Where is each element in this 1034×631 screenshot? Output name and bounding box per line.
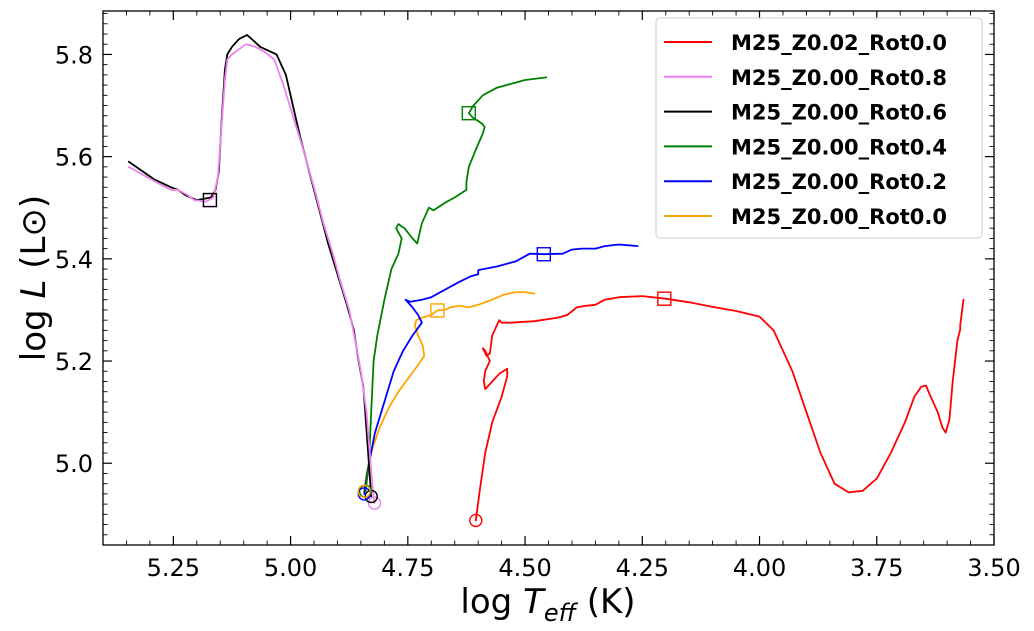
x-tick-label: 3.50 <box>967 554 1020 582</box>
legend-label-M25_Z0.02_Rot0.0: M25_Z0.02_Rot0.0 <box>731 31 947 55</box>
start-circle-marker-M25_Z0.00_Rot0.0 <box>357 484 371 499</box>
x-tick-label: 4.50 <box>498 554 551 582</box>
legend-entries: M25_Z0.02_Rot0.0 M25_Z0.00_Rot0.8 M25_Z0.0… <box>664 31 947 229</box>
x-tick-label: 4.25 <box>616 554 669 582</box>
marker-layer <box>202 106 672 528</box>
x-tick-label: 4.75 <box>381 554 434 582</box>
square-marker-M25_Z0.00_Rot0.0 <box>430 303 445 318</box>
square-marker-M25_Z0.00_Rot0.4 <box>461 106 476 121</box>
y-tick-label: 5.4 <box>55 246 93 274</box>
square-marker-M25_Z0.02_Rot0.0 <box>657 291 672 306</box>
legend-label-M25_Z0.00_Rot0.0: M25_Z0.00_Rot0.0 <box>731 205 947 229</box>
legend-label-M25_Z0.00_Rot0.6: M25_Z0.00_Rot0.6 <box>731 101 947 125</box>
series-line-M25_Z0.00_Rot0.2 <box>363 243 639 495</box>
plot-frame <box>102 10 995 546</box>
series-layer <box>127 34 965 522</box>
x-tick-label: 5.25 <box>147 554 200 582</box>
series-line-M25_Z0.00_Rot0.4 <box>364 76 548 493</box>
series-line-M25_Z0.00_Rot0.8 <box>127 43 376 504</box>
y-tick-label: 5.2 <box>55 348 93 376</box>
square-marker-M25_Z0.00_Rot0.6 <box>202 192 218 208</box>
legend-box <box>655 17 983 239</box>
tick-layer: 5.25 5.00 4.75 4.50 4.25 4.00 3.75 3.50 5.0 5.2 5.… <box>55 11 1021 582</box>
legend-label-M25_Z0.00_Rot0.4: M25_Z0.00_Rot0.4 <box>731 135 947 159</box>
y-axis-label: log L (L⊙) <box>14 195 54 361</box>
x-axis-label: log Teff (K) <box>460 582 635 627</box>
legend: M25_Z0.02_Rot0.0 M25_Z0.00_Rot0.8 M25_Z0.0… <box>655 17 983 239</box>
legend-label-M25_Z0.00_Rot0.2: M25_Z0.00_Rot0.2 <box>731 170 947 194</box>
legend-label-M25_Z0.00_Rot0.8: M25_Z0.00_Rot0.8 <box>731 66 947 90</box>
x-tick-label: 3.75 <box>850 554 903 582</box>
start-circle-marker-M25_Z0.02_Rot0.0 <box>469 513 483 528</box>
x-tick-label: 5.00 <box>264 554 317 582</box>
start-circle-marker-M25_Z0.00_Rot0.8 <box>367 496 382 510</box>
y-tick-label: 5.6 <box>55 144 93 172</box>
x-tick-label: 4.00 <box>733 554 786 582</box>
square-marker-M25_Z0.00_Rot0.2 <box>536 247 552 262</box>
y-tick-label: 5.0 <box>55 450 93 478</box>
y-tick-label: 5.8 <box>55 41 93 69</box>
series-line-M25_Z0.02_Rot0.0 <box>474 295 965 522</box>
